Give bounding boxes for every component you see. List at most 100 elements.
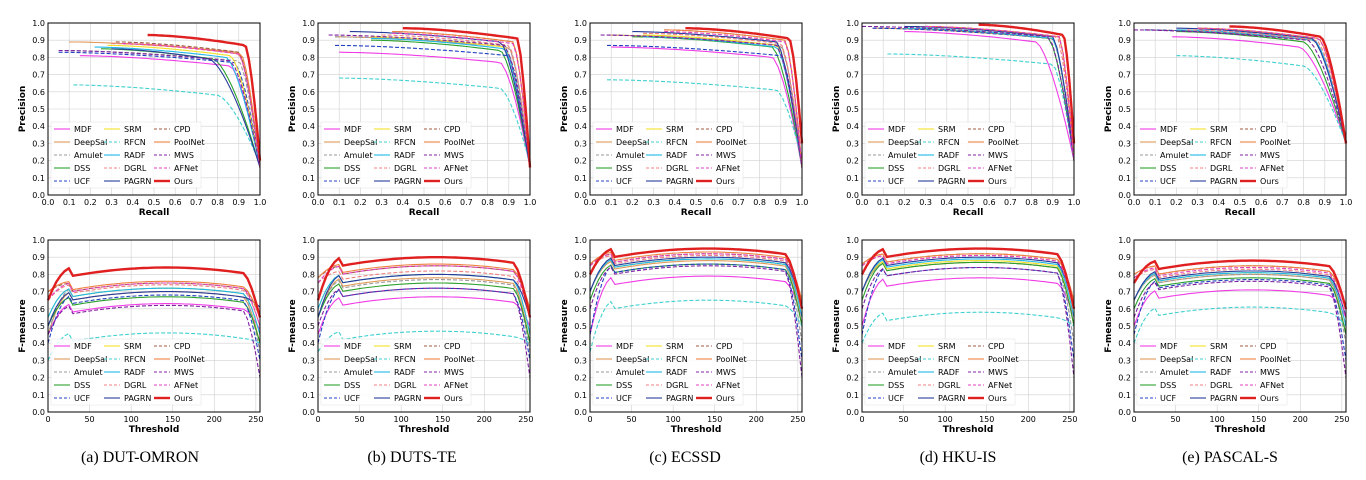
y-axis-label: Precision (560, 86, 570, 133)
curve-rfcn (861, 311, 1075, 344)
caption-c: (c) ECSSD (649, 449, 721, 466)
legend (864, 121, 1016, 189)
y-tick-label: 0.3 (574, 356, 587, 365)
y-tick-label: 0.2 (302, 374, 315, 383)
curve-mdf (47, 303, 261, 335)
y-tick-label: 0.2 (846, 157, 859, 166)
legend-label-deepsal: DeepSal (74, 138, 107, 147)
legend-label-deepsal: DeepSal (616, 355, 649, 364)
curve-srm (861, 260, 1075, 318)
y-tick-label: 0.2 (574, 157, 587, 166)
legend-label-ucf: UCF (616, 394, 632, 403)
x-tick-label: 0.3 (375, 198, 388, 207)
curve-pagrn (349, 31, 531, 168)
x-tick-label: 150 (165, 415, 180, 424)
curve-ucf (589, 263, 803, 361)
y-tick-label: 1.0 (302, 236, 315, 245)
y-tick-label: 0.5 (574, 322, 587, 331)
y-tick-label: 0.9 (574, 253, 587, 262)
curve-rfcn (1133, 306, 1347, 344)
curve-afnet (317, 265, 531, 318)
x-tick-label: 0.9 (774, 198, 787, 207)
y-tick-label: 0.2 (1118, 374, 1131, 383)
plot-frame (861, 22, 1075, 196)
x-tick-label: 0.3 (105, 198, 118, 207)
y-tick-label: 0.7 (846, 288, 859, 297)
x-tick-label: 0.8 (753, 198, 766, 207)
y-tick-label: 0.2 (574, 374, 587, 383)
curve-ours (685, 27, 804, 144)
y-tick-label: 0.1 (846, 391, 859, 400)
y-tick-label: 0.0 (32, 408, 45, 417)
curve-ours (1229, 25, 1348, 144)
y-tick-label: 0.5 (32, 105, 45, 114)
legend-label-ucf: UCF (888, 177, 904, 186)
y-tick-label: 0.7 (302, 288, 315, 297)
curve-afnet (925, 25, 1075, 161)
curve-mws (589, 265, 803, 378)
x-tick-label: 0.3 (647, 198, 660, 207)
x-tick-label: 250 (790, 415, 805, 424)
y-tick-label: 0.9 (32, 253, 45, 262)
y-tick-label: 0.4 (32, 122, 45, 131)
legend-label-pagrn: PAGRN (666, 394, 693, 403)
curve-mdf (339, 51, 531, 168)
curve-mdf (611, 46, 803, 168)
legend-label-ours: Ours (444, 394, 463, 403)
curve-mws (600, 34, 803, 168)
curve-afnet (122, 43, 261, 168)
curve-radf (861, 258, 1075, 318)
legend-label-rfcn: RFCN (124, 355, 146, 364)
legend-label-mdf: MDF (74, 342, 92, 351)
legend-label-srm: SRM (394, 342, 412, 351)
y-tick-label: 0.6 (32, 88, 45, 97)
curve-afnet (1197, 27, 1347, 144)
y-tick-label: 0.6 (1118, 305, 1131, 314)
x-tick-label: 0.5 (1234, 198, 1247, 207)
x-axis-label: Threshold (129, 425, 180, 435)
curve-ours (978, 23, 1076, 144)
legend-label-afnet: AFNet (988, 381, 1012, 390)
plot-frame (589, 239, 803, 413)
legend-label-afnet: AFNet (1260, 164, 1284, 173)
legend-label-mdf: MDF (1160, 342, 1178, 351)
x-tick-label: 0.7 (190, 198, 203, 207)
x-tick-label: 1.0 (524, 198, 537, 207)
legend-label-deepsal: DeepSal (344, 355, 377, 364)
y-tick-label: 0.7 (1118, 71, 1131, 80)
x-tick-label: 250 (1062, 415, 1077, 424)
legend-label-srm: SRM (938, 342, 956, 351)
y-tick-label: 0.8 (32, 53, 45, 62)
x-tick-label: 150 (707, 415, 722, 424)
legend-label-mdf: MDF (74, 125, 92, 134)
legend-label-mws: MWS (174, 368, 194, 377)
y-tick-label: 0.0 (1118, 408, 1131, 417)
legend-label-cpd: CPD (988, 342, 1005, 351)
curve-rfcn (1176, 55, 1347, 144)
x-tick-label: 0.5 (148, 198, 161, 207)
y-tick-label: 0.8 (1118, 270, 1131, 279)
curve-afnet (392, 32, 531, 168)
legend-label-amulet: Amulet (888, 151, 917, 160)
legend-label-rfcn: RFCN (1210, 355, 1232, 364)
x-tick-label: 250 (248, 415, 263, 424)
x-tick-label: 150 (435, 415, 450, 424)
y-tick-label: 0.6 (1118, 88, 1131, 97)
y-axis-label: Precision (832, 86, 842, 133)
plot-frame (589, 22, 803, 196)
curve-mdf (589, 275, 803, 335)
curve-afnet (589, 253, 803, 309)
legend-label-dss: DSS (1160, 381, 1176, 390)
y-tick-label: 0.1 (32, 391, 45, 400)
curve-dss (1133, 277, 1347, 335)
pr-chart-2: 0.0 0.1 0.2 0.3 0.4 0.5 0.6 0.7 0.8 0.9 1.0 0.0 0.1 0… (560, 19, 808, 218)
legend-label-srm: SRM (1210, 342, 1228, 351)
legend-label-ours: Ours (716, 177, 735, 186)
y-tick-label: 0.9 (846, 36, 859, 45)
legend-label-ucf: UCF (74, 394, 90, 403)
curve-ours (147, 33, 262, 161)
x-tick-label: 0.8 (211, 198, 224, 207)
y-tick-label: 0.3 (1118, 139, 1131, 148)
legend-label-dgrl: DGRL (124, 381, 147, 390)
legend-label-srm: SRM (938, 125, 956, 134)
